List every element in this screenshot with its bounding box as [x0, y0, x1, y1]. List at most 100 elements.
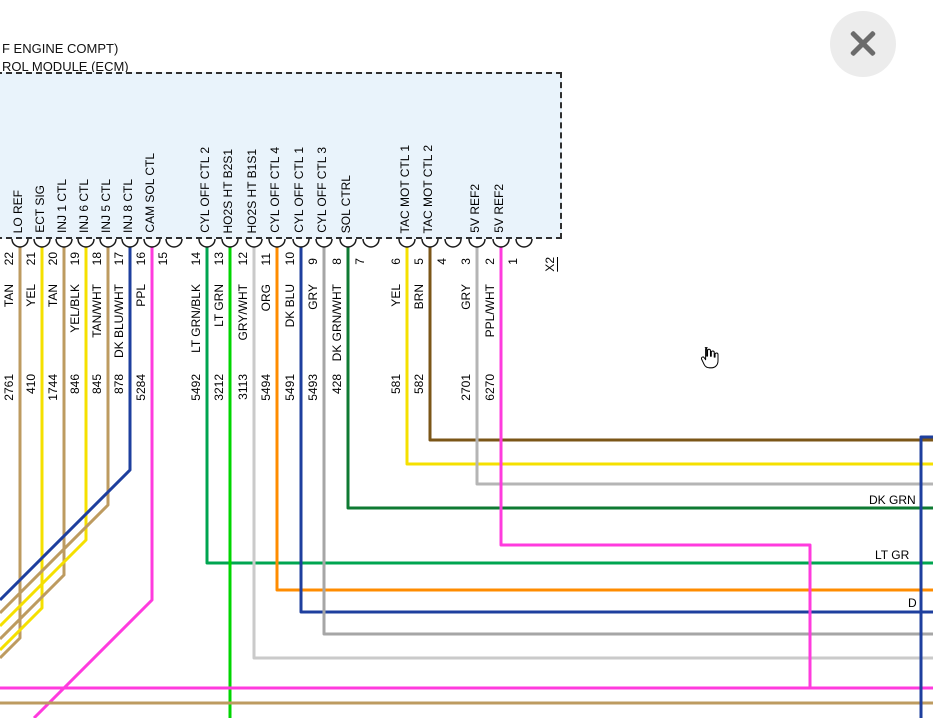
wire-circuit-label: 5492 — [189, 374, 203, 401]
pin-signal-label: HO2S HT B1S1 — [245, 148, 259, 233]
wire-line-1744 — [0, 247, 66, 641]
wire-color-label: LT GRN — [212, 284, 226, 327]
pin-arc-9 — [315, 238, 333, 248]
pin-arc-13 — [221, 238, 239, 248]
wire-circuit-label: 3212 — [212, 374, 226, 401]
pin-arc-6 — [398, 238, 416, 248]
connector-id-label: X2 — [543, 257, 557, 272]
pin-arc-14 — [198, 238, 216, 248]
wire-line-6270 — [0, 247, 812, 690]
pin-arc-15 — [165, 238, 183, 248]
wire-color-label: PPL — [134, 284, 148, 307]
pin-arc-21 — [33, 238, 51, 248]
pin-signal-label: INJ 5 CTL — [99, 178, 113, 233]
pin-number: 2 — [483, 258, 497, 265]
pin-number: 12 — [236, 251, 250, 265]
wire-color-label: YEL — [389, 284, 403, 307]
wire-line-5491 — [299, 247, 933, 614]
right-wire-label: D — [908, 596, 917, 610]
pin-signal-label: TAC MOT CTL 2 — [421, 144, 435, 233]
wire-circuit-label: 5493 — [306, 374, 320, 401]
pin-signal-label: 5V REF2 — [492, 184, 506, 233]
pin-number: 20 — [46, 251, 60, 265]
pin-signal-label: INJ 1 CTL — [55, 178, 69, 233]
pin-number: 6 — [389, 258, 403, 265]
wire-line-846 — [0, 247, 88, 628]
wire-circuit-label: 878 — [112, 374, 126, 395]
pin-number: 5 — [412, 258, 426, 265]
pin-arc-7 — [362, 238, 380, 248]
wire-color-label: GRY/WHT — [236, 284, 250, 341]
wire-circuit-label: 581 — [389, 374, 403, 395]
wire-line-878 — [0, 247, 132, 602]
wire-circuit-label: 428 — [330, 374, 344, 395]
wire-color-label: LT GRN/BLK — [189, 284, 203, 353]
pin-number: 19 — [68, 251, 82, 265]
pin-number: 1 — [506, 258, 520, 265]
wire-circuit-label: 2701 — [459, 374, 473, 401]
cursor-hand-icon — [700, 347, 719, 369]
pin-arc-2 — [492, 238, 510, 248]
wire-color-label: GRY — [306, 284, 320, 310]
pin-signal-label: INJ 6 CTL — [77, 178, 91, 233]
wire-color-label: ORG — [259, 284, 273, 312]
wire-circuit-label: 846 — [68, 374, 82, 395]
pin-number: 11 — [259, 252, 273, 265]
wire-circuit-label: 1744 — [46, 374, 60, 401]
pin-number: 7 — [353, 258, 367, 265]
wire-circuit-label: 3113 — [236, 374, 250, 400]
wire-line-5492 — [205, 247, 933, 565]
pin-signal-label: CAM SOL CTL — [143, 153, 157, 233]
pin-number: 13 — [212, 251, 226, 265]
pin-number: 14 — [189, 251, 203, 265]
pin-signal-label: ECT SIG — [33, 185, 47, 233]
wire-color-label: TAN/WHT — [90, 284, 104, 338]
wire-line-5284 — [32, 247, 154, 718]
wire-line-5494 — [275, 247, 933, 592]
pin-number: 16 — [134, 251, 148, 265]
pin-arc-1 — [515, 238, 533, 248]
pin-number: 15 — [156, 251, 170, 265]
wire-line-2701 — [475, 247, 933, 486]
pin-arc-12 — [245, 238, 263, 248]
wire-line-410 — [0, 247, 44, 652]
wire-circuit-label: 6270 — [483, 374, 497, 401]
wire-circuit-label: 5284 — [134, 374, 148, 401]
pin-arc-8 — [339, 238, 357, 248]
pin-arc-16 — [143, 238, 161, 248]
pin-signal-label: INJ 8 CTL — [121, 178, 135, 233]
pin-signal-label: CYL OFF CTL 4 — [268, 147, 282, 233]
wire-line-582 — [428, 247, 933, 442]
pin-arc-10 — [292, 238, 310, 248]
pin-signal-label: HO2S HT B2S1 — [221, 148, 235, 233]
wire-line-dk-blu-right-edge — [919, 435, 933, 718]
pin-arc-11 — [268, 238, 286, 248]
wire-color-label: GRY — [459, 284, 473, 310]
wire-color-label: BRN — [412, 284, 426, 310]
wire-circuit-label: 582 — [412, 374, 426, 395]
pin-signal-label: SOL CTRL — [339, 174, 353, 233]
pin-number: 10 — [283, 251, 297, 265]
pin-number: 21 — [24, 251, 38, 265]
wire-color-label: DK BLU/WHT — [112, 284, 126, 359]
wire-circuit-label: 410 — [24, 374, 38, 395]
wire-color-label: TAN — [46, 284, 60, 308]
wire-line-2761 — [0, 247, 22, 660]
right-wire-label: DK GRN — [869, 493, 916, 507]
wire-color-label: YEL — [24, 284, 38, 307]
pin-signal-label: CYL OFF CTL 2 — [198, 147, 212, 233]
pin-signal-label: TAC MOT CTL 1 — [398, 144, 412, 233]
pin-arc-3 — [468, 238, 486, 248]
close-button[interactable] — [830, 11, 896, 77]
pin-arc-5 — [421, 238, 439, 248]
wire-color-label: TAN — [2, 284, 16, 308]
wire-color-label: DK BLU — [283, 284, 297, 328]
pin-number: 4 — [435, 258, 449, 265]
pin-arc-17 — [121, 238, 139, 248]
pin-arc-19 — [77, 238, 95, 248]
pin-signal-label: CYL OFF CTL 3 — [315, 147, 329, 233]
pin-number: 22 — [2, 251, 16, 265]
header-module-text: ROL MODULE (ECM) — [2, 59, 129, 74]
